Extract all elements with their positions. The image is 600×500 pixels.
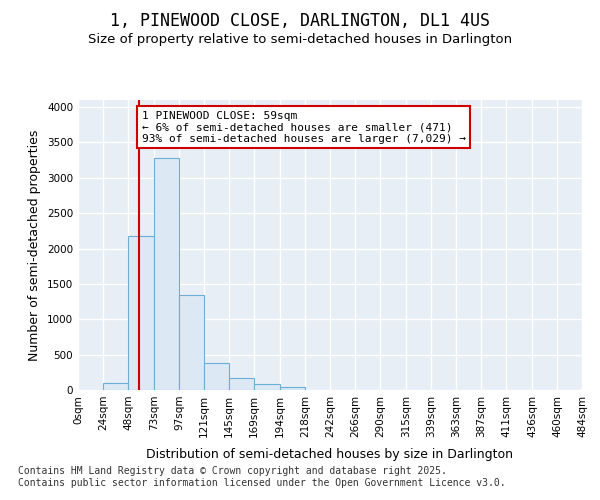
- Text: 1 PINEWOOD CLOSE: 59sqm
← 6% of semi-detached houses are smaller (471)
93% of se: 1 PINEWOOD CLOSE: 59sqm ← 6% of semi-det…: [142, 110, 466, 144]
- Text: Size of property relative to semi-detached houses in Darlington: Size of property relative to semi-detach…: [88, 32, 512, 46]
- Bar: [254, 384, 280, 390]
- Bar: [179, 294, 204, 390]
- X-axis label: Distribution of semi-detached houses by size in Darlington: Distribution of semi-detached houses by …: [146, 448, 514, 461]
- Bar: [154, 158, 179, 390]
- Y-axis label: Number of semi-detached properties: Number of semi-detached properties: [28, 130, 41, 360]
- Bar: [280, 387, 305, 390]
- Text: Contains HM Land Registry data © Crown copyright and database right 2025.
Contai: Contains HM Land Registry data © Crown c…: [18, 466, 506, 487]
- Bar: [204, 364, 229, 390]
- Bar: [128, 236, 154, 390]
- Text: 1, PINEWOOD CLOSE, DARLINGTON, DL1 4US: 1, PINEWOOD CLOSE, DARLINGTON, DL1 4US: [110, 12, 490, 30]
- Bar: [229, 378, 254, 390]
- Bar: [103, 383, 128, 390]
